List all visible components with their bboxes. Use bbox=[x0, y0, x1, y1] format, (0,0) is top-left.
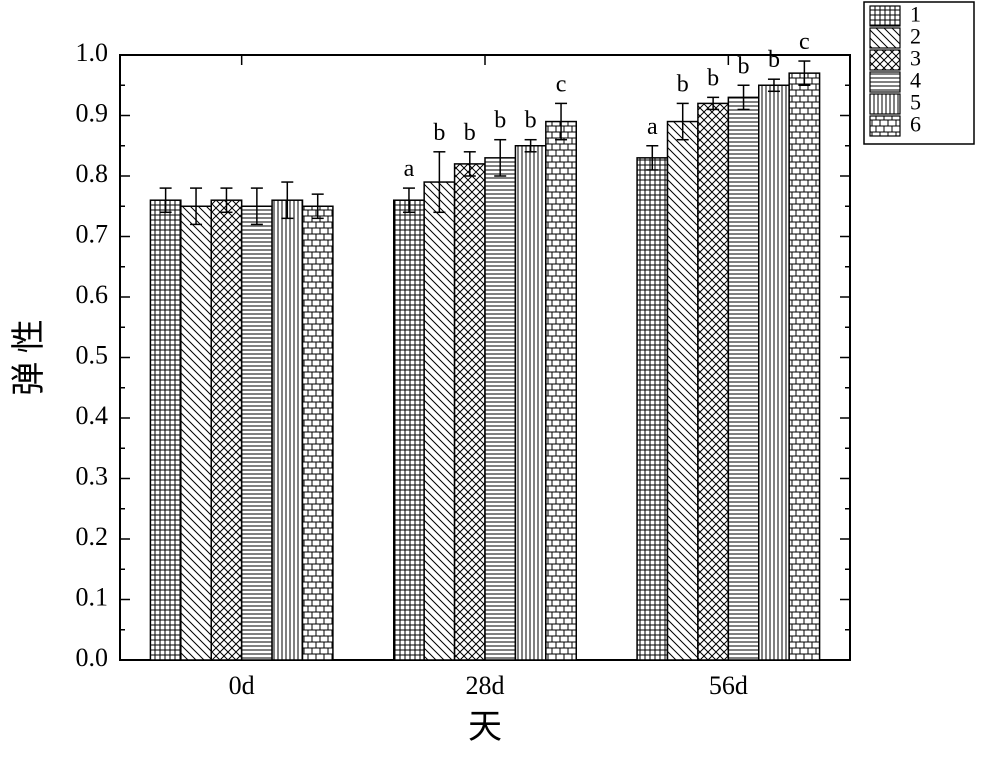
x-tick-label: 56d bbox=[709, 671, 748, 700]
sig-label: b bbox=[738, 53, 750, 79]
sig-label: c bbox=[556, 71, 567, 97]
y-axis-label: 弹 性 bbox=[10, 319, 48, 396]
legend-swatch-6 bbox=[870, 116, 900, 136]
bar-28d-s4 bbox=[485, 158, 515, 660]
sig-label: b bbox=[768, 47, 780, 73]
legend-swatch-1 bbox=[870, 6, 900, 26]
y-tick-label: 0.6 bbox=[76, 280, 109, 309]
legend-swatch-4 bbox=[870, 72, 900, 92]
bar-0d-s6 bbox=[303, 206, 333, 660]
sig-label: a bbox=[404, 156, 415, 182]
bar-56d-s3 bbox=[698, 103, 728, 660]
sig-label: b bbox=[525, 108, 537, 134]
y-tick-label: 1.0 bbox=[76, 38, 109, 67]
y-tick-label: 0.3 bbox=[76, 461, 109, 490]
sig-label: b bbox=[677, 71, 689, 97]
sig-label: b bbox=[707, 65, 719, 91]
bar-56d-s1 bbox=[637, 158, 667, 660]
sig-label: a bbox=[647, 114, 658, 140]
y-tick-label: 0.1 bbox=[76, 582, 109, 611]
sig-label: b bbox=[464, 120, 476, 146]
bar-28d-s6 bbox=[546, 122, 576, 660]
bar-28d-s5 bbox=[515, 146, 545, 660]
x-axis-label: 天 bbox=[468, 709, 502, 746]
sig-label: b bbox=[433, 120, 445, 146]
y-tick-label: 0.5 bbox=[76, 340, 109, 369]
bar-0d-s1 bbox=[150, 200, 180, 660]
bar-56d-s2 bbox=[668, 122, 698, 660]
y-tick-label: 0.9 bbox=[76, 98, 109, 127]
bar-chart: 0.0 0.1 0.2 0.3 0.4 0.5 0.6 0.7 0.8 0.9 1.0 弹 性 0d 28… bbox=[0, 0, 1000, 757]
bar-28d-s3 bbox=[455, 164, 485, 660]
bar-56d-s6 bbox=[789, 73, 819, 660]
bar-28d-s2 bbox=[424, 182, 454, 660]
sig-label: b bbox=[494, 108, 506, 134]
bar-28d-s1 bbox=[394, 200, 424, 660]
y-tick-label: 0.4 bbox=[76, 401, 109, 430]
legend-swatch-3 bbox=[870, 50, 900, 70]
y-tick-label: 0.8 bbox=[76, 159, 109, 188]
y-tick-label: 0.7 bbox=[76, 219, 109, 248]
bar-0d-s4 bbox=[242, 206, 272, 660]
bar-0d-s5 bbox=[272, 200, 302, 660]
y-tick-label: 0.2 bbox=[76, 522, 109, 551]
legend-swatch-2 bbox=[870, 28, 900, 48]
y-tick-label: 0.0 bbox=[76, 643, 109, 672]
bar-56d-s4 bbox=[728, 97, 758, 660]
x-tick-label: 28d bbox=[466, 671, 505, 700]
legend-swatch-5 bbox=[870, 94, 900, 114]
legend-label-6: 6 bbox=[910, 112, 921, 137]
bar-56d-s5 bbox=[759, 85, 789, 660]
x-tick-label: 0d bbox=[229, 671, 255, 700]
sig-label: c bbox=[799, 29, 810, 55]
bar-0d-s3 bbox=[211, 200, 241, 660]
bar-0d-s2 bbox=[181, 206, 211, 660]
